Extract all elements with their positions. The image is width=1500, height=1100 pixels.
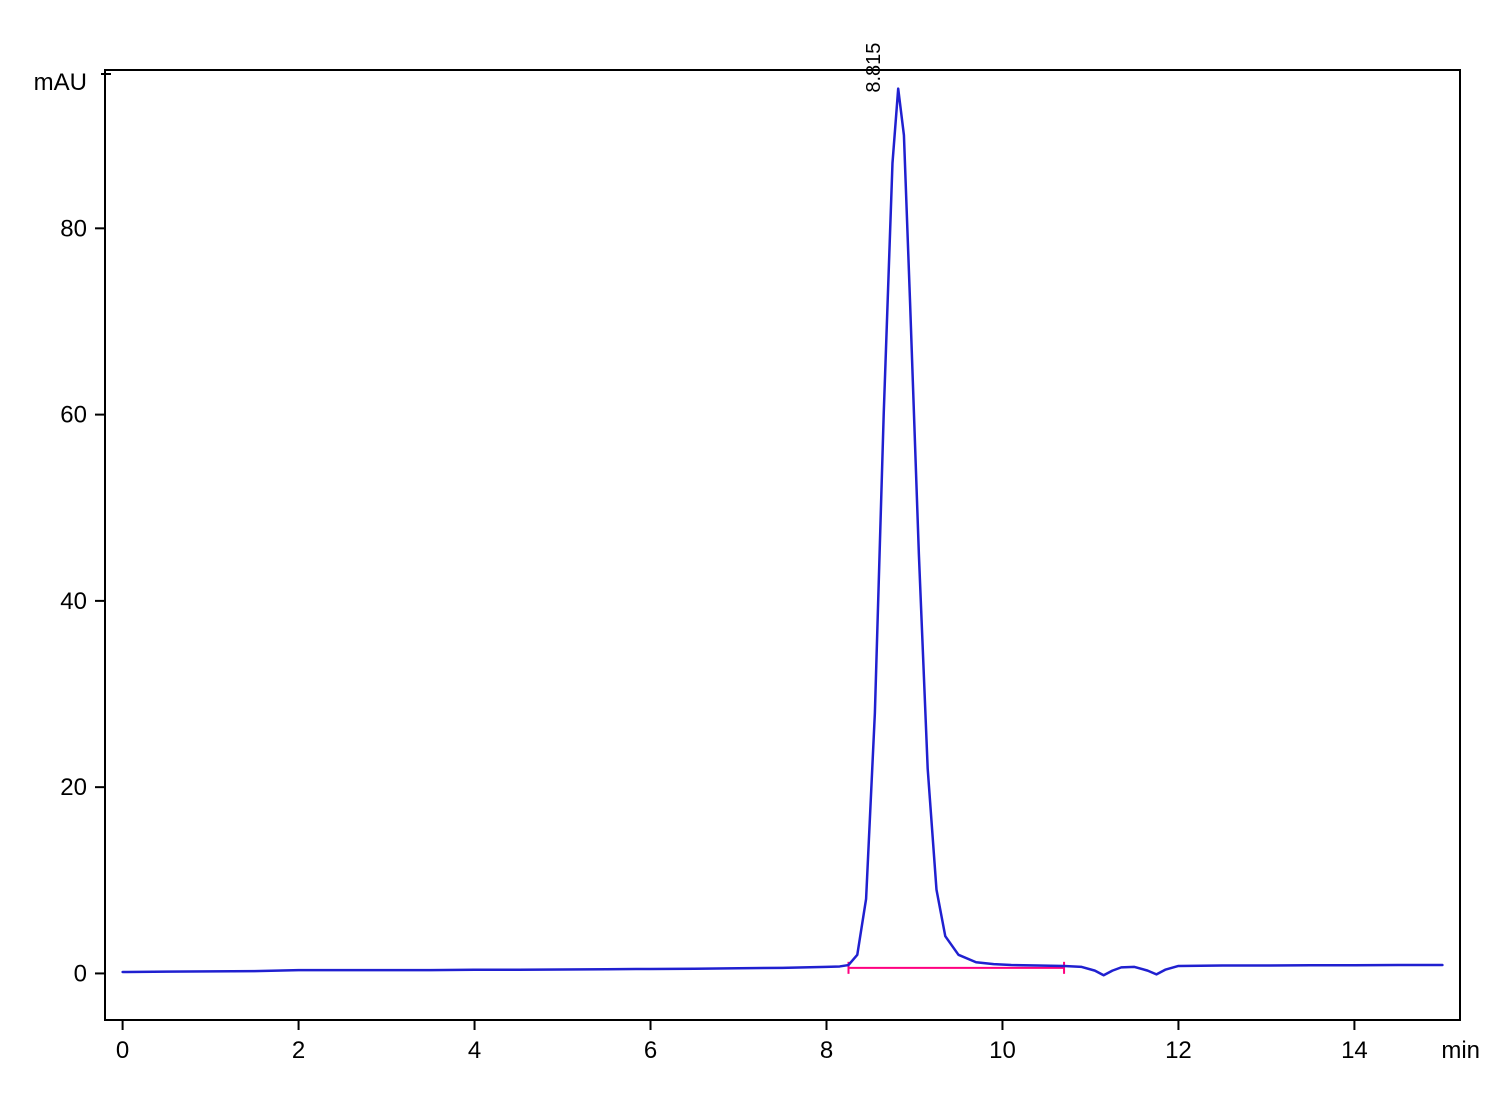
y-tick-label: 80 bbox=[60, 215, 87, 242]
plot-background bbox=[0, 0, 1500, 1100]
y-tick-label: 0 bbox=[74, 960, 87, 987]
y-tick-label: 60 bbox=[60, 402, 87, 429]
chromatogram-chart: 0 2 4 6 8 10 12 14 min 0 20 40 60 80 mAU 8.815 bbox=[0, 0, 1500, 1100]
x-tick-label: 12 bbox=[1165, 1037, 1192, 1064]
y-tick-label: 20 bbox=[60, 774, 87, 801]
x-tick-label: 0 bbox=[116, 1037, 129, 1064]
peak-retention-label: 8.815 bbox=[863, 43, 885, 93]
x-tick-label: 2 bbox=[292, 1037, 305, 1064]
y-axis-label: mAU bbox=[34, 69, 87, 96]
y-tick-label: 40 bbox=[60, 588, 87, 615]
x-tick-label: 10 bbox=[989, 1037, 1016, 1064]
x-tick-label: 6 bbox=[644, 1037, 657, 1064]
x-axis-label: min bbox=[1441, 1037, 1480, 1064]
x-tick-label: 4 bbox=[468, 1037, 481, 1064]
x-tick-label: 14 bbox=[1341, 1037, 1368, 1064]
x-tick-label: 8 bbox=[820, 1037, 833, 1064]
chromatogram-svg: 0 2 4 6 8 10 12 14 min 0 20 40 60 80 mAU 8.815 bbox=[0, 0, 1500, 1100]
